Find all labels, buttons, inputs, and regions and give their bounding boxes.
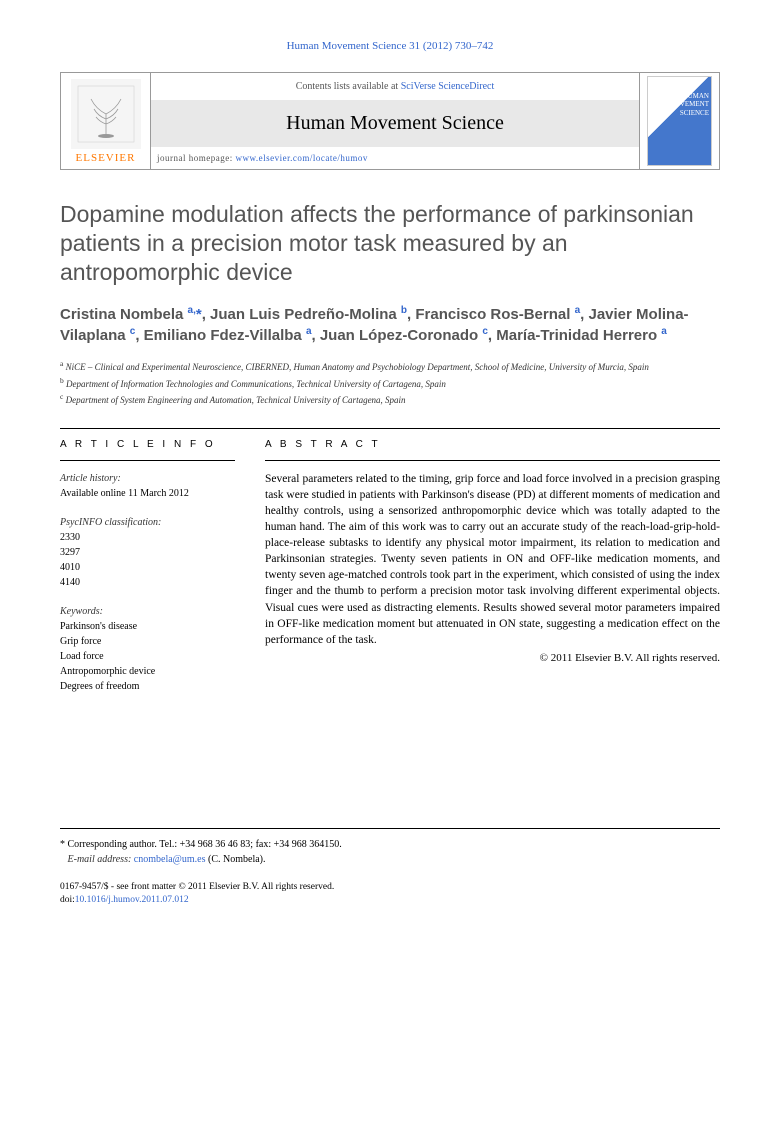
sciencedirect-link[interactable]: SciVerse ScienceDirect bbox=[401, 81, 495, 92]
journal-header-box: ELSEVIER Contents lists available at Sci… bbox=[60, 72, 720, 170]
abstract-heading: A B S T R A C T bbox=[265, 439, 720, 450]
article-info-column: A R T I C L E I N F O Article history: A… bbox=[60, 439, 235, 708]
keyword-item: Degrees of freedom bbox=[60, 679, 235, 694]
email-line: E-mail address: cnombela@um.es (C. Nombe… bbox=[60, 852, 720, 867]
doi-link[interactable]: 10.1016/j.humov.2011.07.012 bbox=[75, 895, 189, 905]
issn-line: 0167-9457/$ - see front matter © 2011 El… bbox=[60, 881, 720, 894]
keyword-item: Antropomorphic device bbox=[60, 664, 235, 679]
publisher-name: ELSEVIER bbox=[76, 152, 136, 164]
email-link[interactable]: cnombela@um.es bbox=[134, 854, 206, 865]
publisher-logo bbox=[71, 79, 141, 149]
psycinfo-block: PsycINFO classification: 233032974010414… bbox=[60, 515, 235, 590]
keyword-item: Grip force bbox=[60, 634, 235, 649]
keywords-block: Keywords: Parkinson's diseaseGrip forceL… bbox=[60, 604, 235, 694]
affiliation-line: c Department of System Engineering and A… bbox=[60, 391, 720, 408]
article-history-block: Article history: Available online 11 Mar… bbox=[60, 471, 235, 501]
cover-text: HUMANMOVEMENTSCIENCE bbox=[669, 92, 709, 117]
psycinfo-code: 4140 bbox=[60, 575, 235, 590]
journal-info-cell: Contents lists available at SciVerse Sci… bbox=[151, 73, 639, 169]
contents-prefix: Contents lists available at bbox=[296, 81, 401, 92]
abstract-column: A B S T R A C T Several parameters relat… bbox=[265, 439, 720, 708]
email-author: (C. Nombela). bbox=[208, 854, 266, 865]
affiliation-line: a NiCE – Clinical and Experimental Neuro… bbox=[60, 358, 720, 375]
psycinfo-label: PsycINFO classification: bbox=[60, 515, 235, 530]
article-info-heading: A R T I C L E I N F O bbox=[60, 439, 235, 450]
page-footer: * Corresponding author. Tel.: +34 968 36… bbox=[60, 828, 720, 908]
abstract-divider bbox=[265, 460, 720, 461]
affiliations-list: a NiCE – Clinical and Experimental Neuro… bbox=[60, 358, 720, 408]
psycinfo-code: 2330 bbox=[60, 530, 235, 545]
publisher-cell: ELSEVIER bbox=[61, 73, 151, 169]
journal-name-banner: Human Movement Science bbox=[151, 100, 639, 147]
email-label: E-mail address: bbox=[68, 854, 132, 865]
journal-homepage-line: journal homepage: www.elsevier.com/locat… bbox=[151, 147, 639, 169]
history-text: Available online 11 March 2012 bbox=[60, 486, 235, 501]
affiliation-line: b Department of Information Technologies… bbox=[60, 375, 720, 392]
homepage-link[interactable]: www.elsevier.com/locate/humov bbox=[235, 153, 367, 163]
article-body-columns: A R T I C L E I N F O Article history: A… bbox=[60, 439, 720, 708]
copyright-line: © 2011 Elsevier B.V. All rights reserved… bbox=[265, 652, 720, 664]
psycinfo-code: 4010 bbox=[60, 560, 235, 575]
journal-cover-cell: HUMANMOVEMENTSCIENCE bbox=[639, 73, 719, 169]
contents-available-line: Contents lists available at SciVerse Sci… bbox=[151, 73, 639, 100]
history-label: Article history: bbox=[60, 471, 235, 486]
abstract-text: Several parameters related to the timing… bbox=[265, 471, 720, 648]
article-title: Dopamine modulation affects the performa… bbox=[60, 200, 720, 286]
homepage-prefix: journal homepage: bbox=[157, 153, 235, 163]
info-divider bbox=[60, 460, 235, 461]
doi-label: doi: bbox=[60, 895, 75, 905]
journal-cover-thumbnail: HUMANMOVEMENTSCIENCE bbox=[647, 76, 712, 166]
psycinfo-code: 3297 bbox=[60, 545, 235, 560]
corresponding-author-line: * Corresponding author. Tel.: +34 968 36… bbox=[60, 837, 720, 852]
divider-top bbox=[60, 428, 720, 429]
authors-list: Cristina Nombela a,*, Juan Luis Pedreño-… bbox=[60, 304, 720, 346]
keyword-item: Load force bbox=[60, 649, 235, 664]
journal-reference: Human Movement Science 31 (2012) 730–742 bbox=[60, 40, 720, 52]
keyword-item: Parkinson's disease bbox=[60, 619, 235, 634]
keywords-label: Keywords: bbox=[60, 604, 235, 619]
doi-block: 0167-9457/$ - see front matter © 2011 El… bbox=[60, 881, 720, 908]
